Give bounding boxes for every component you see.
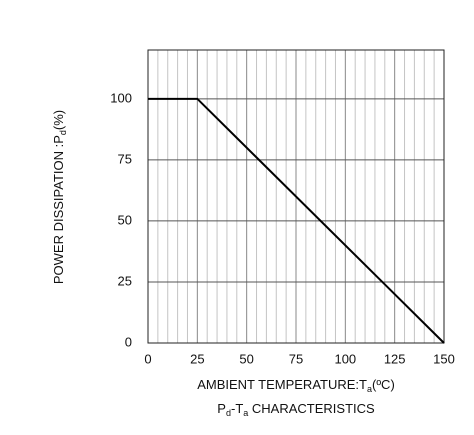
y-tick-label: 25 (118, 273, 132, 288)
x-tick-label: 75 (289, 351, 303, 366)
label-part: -T (231, 401, 243, 416)
y-axis-label: POWER DISSIPATION :Pd(%) (51, 110, 68, 284)
x-tick-label: 50 (239, 351, 253, 366)
x-tick-label: 125 (384, 351, 406, 366)
subscript: a (243, 408, 248, 418)
label-part: AMBIENT TEMPERATURE:T (197, 377, 367, 392)
x-tick-label: 100 (334, 351, 356, 366)
x-tick-label: 150 (433, 351, 455, 366)
y-tick-label: 50 (118, 212, 132, 227)
x-axis-label: AMBIENT TEMPERATURE:Ta(ºC) (197, 377, 395, 394)
subscript: d (58, 130, 68, 135)
y-tick-label: 0 (125, 334, 132, 349)
x-tick-label: 0 (144, 351, 151, 366)
label-part: CHARACTERISTICS (248, 401, 375, 416)
label-part: (ºC) (372, 377, 395, 392)
plot-frame (147, 49, 445, 344)
data-line (148, 97, 445, 344)
label-part: POWER DISSIPATION :P (51, 135, 66, 284)
x-tick-label: 25 (190, 351, 204, 366)
chart-title: Pd-Ta CHARACTERISTICS (217, 401, 375, 418)
y-tick-label: 100 (110, 90, 132, 105)
subscript: a (367, 384, 372, 394)
subscript: d (226, 408, 231, 418)
y-tick-label: 75 (118, 151, 132, 166)
label-part: P (217, 401, 226, 416)
label-part: (%) (51, 110, 66, 130)
